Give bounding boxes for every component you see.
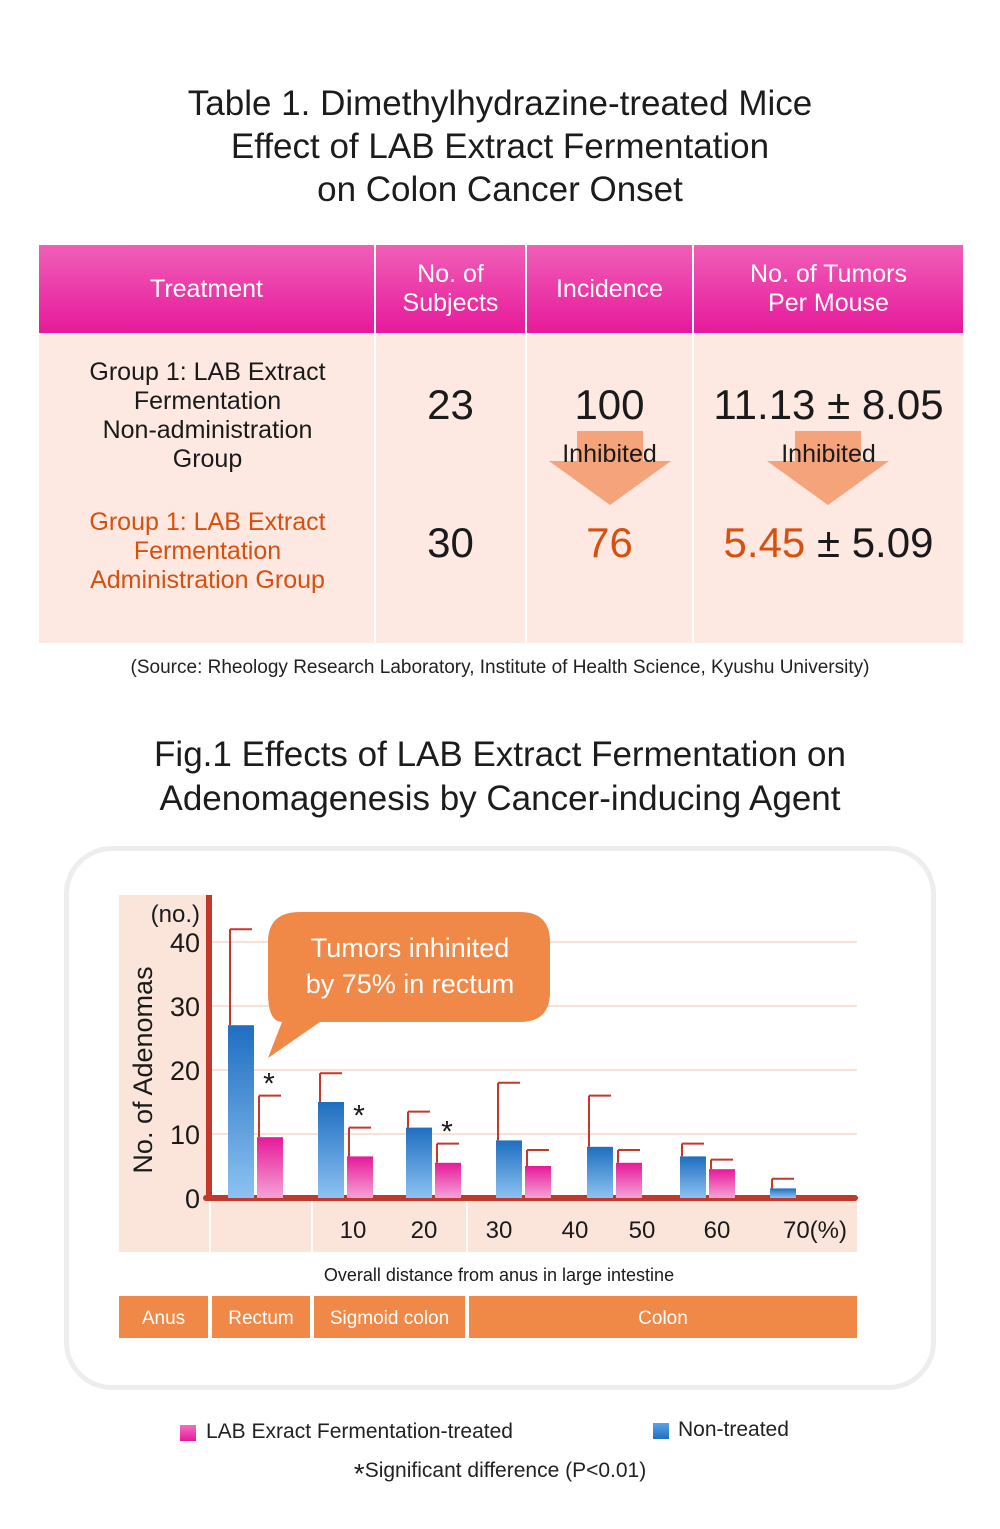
x-axis-title: Overall distance from anus in large inte… [324,1265,674,1285]
row2-subjects: 30 [427,519,474,566]
y-tick-label: 20 [170,1056,200,1086]
table-title: Table 1. Dimethylhydrazine-treated Mice … [187,84,813,209]
row1-treatment: Group 1: LAB Extract Fermentation Non-ad… [89,358,326,473]
callout-bubble [268,912,550,1058]
bar-treated [435,1162,461,1198]
row1-tumors: 11.13 ± 8.05 [694,381,963,429]
bar-non-treated [680,1156,706,1198]
row2-treatment: Group 1: LAB Extract Fermentation Admini… [89,508,326,594]
significance-note: *Significant difference (P<0.01) [0,1458,1000,1490]
x-tick-label: 70(%) [783,1217,847,1244]
callout-text: Tumors inhinited [311,933,510,963]
x-tick-label: 50 [629,1217,656,1244]
region-label: Sigmoid colon [330,1308,449,1329]
callout-text: by 75% in rectum [306,969,515,999]
bar-treated [616,1162,642,1198]
significance-asterisk: * [441,1116,453,1149]
y-unit-label: (no.) [151,901,200,928]
header-tumors: No. of Tumors Per Mouse [694,245,963,333]
x-tick-label: 30 [486,1217,513,1244]
bar-treated [709,1169,735,1198]
inhibited-arrow-incidence [549,431,671,505]
row2-tumors-pm: ± 5.09 [816,519,934,566]
region-box [212,1296,310,1338]
bar-non-treated [770,1188,796,1198]
row2-incidence: 76 [586,519,633,566]
legend-swatch-non-treated [653,1423,669,1439]
header-incidence: Incidence [527,245,692,333]
row1-tumors-pm: ± 8.05 [827,381,944,428]
legend-swatch-treated [180,1425,196,1441]
row2-tumors-mean: 5.45 [723,519,806,566]
y-tick-label: 30 [170,992,200,1022]
row1-subjects: 23 [427,381,474,428]
inhibited-label-incidence: Inhibited [562,440,657,468]
bar-non-treated [406,1127,432,1198]
legend-label-treated: LAB Exract Fermentation-treated [206,1420,513,1443]
region-box [469,1296,857,1338]
row1-tumors-mean: 11.13 [713,381,816,428]
x-tick-label: 40 [562,1217,589,1244]
row2-tumors: 5.45 ± 5.09 [694,519,963,567]
bar-treated [257,1137,283,1198]
x-tick-label: 20 [411,1217,438,1244]
significance-text: Significant difference (P<0.01) [364,1459,647,1482]
x-tick-label: 10 [340,1217,367,1244]
header-treatment: Treatment [39,245,374,333]
y-tick-label: 10 [170,1120,200,1150]
region-label: Rectum [228,1308,293,1329]
results-table: Treatment No. of Subjects Incidence No. … [39,245,963,643]
x-tick-label: 60 [704,1217,731,1244]
region-box [119,1296,208,1338]
region-box [314,1296,465,1338]
bar-non-treated [228,1025,254,1198]
bar-non-treated [318,1102,344,1198]
table-body-col1 [39,333,374,643]
figure-title: Fig.1 Effects of LAB Extract Fermentatio… [154,735,846,818]
bar-treated [525,1166,551,1198]
y-axis-title: No. of Adenomas [128,966,158,1173]
y-tick-label: 0 [185,1184,200,1214]
y-axis-band [119,895,207,1252]
bar-non-treated [496,1140,522,1198]
significance-asterisk: * [353,1100,365,1133]
table-source: (Source: Rheology Research Laboratory, I… [130,657,870,678]
significance-asterisk: * [353,1458,365,1489]
bar-non-treated [587,1146,613,1198]
inhibited-arrow-tumors [767,431,889,505]
inhibited-label-tumors: Inhibited [781,440,876,468]
legend-label-non-treated: Non-treated [678,1418,789,1441]
region-label: Colon [638,1308,688,1329]
bar-treated [347,1156,373,1198]
y-tick-label: 40 [170,928,200,958]
region-label: Anus [142,1308,185,1329]
header-subjects: No. of Subjects [376,245,525,333]
significance-asterisk: * [263,1068,275,1101]
x-axis-band [119,1198,857,1252]
table-body-col2 [376,333,525,643]
row1-incidence: 100 [574,381,645,428]
